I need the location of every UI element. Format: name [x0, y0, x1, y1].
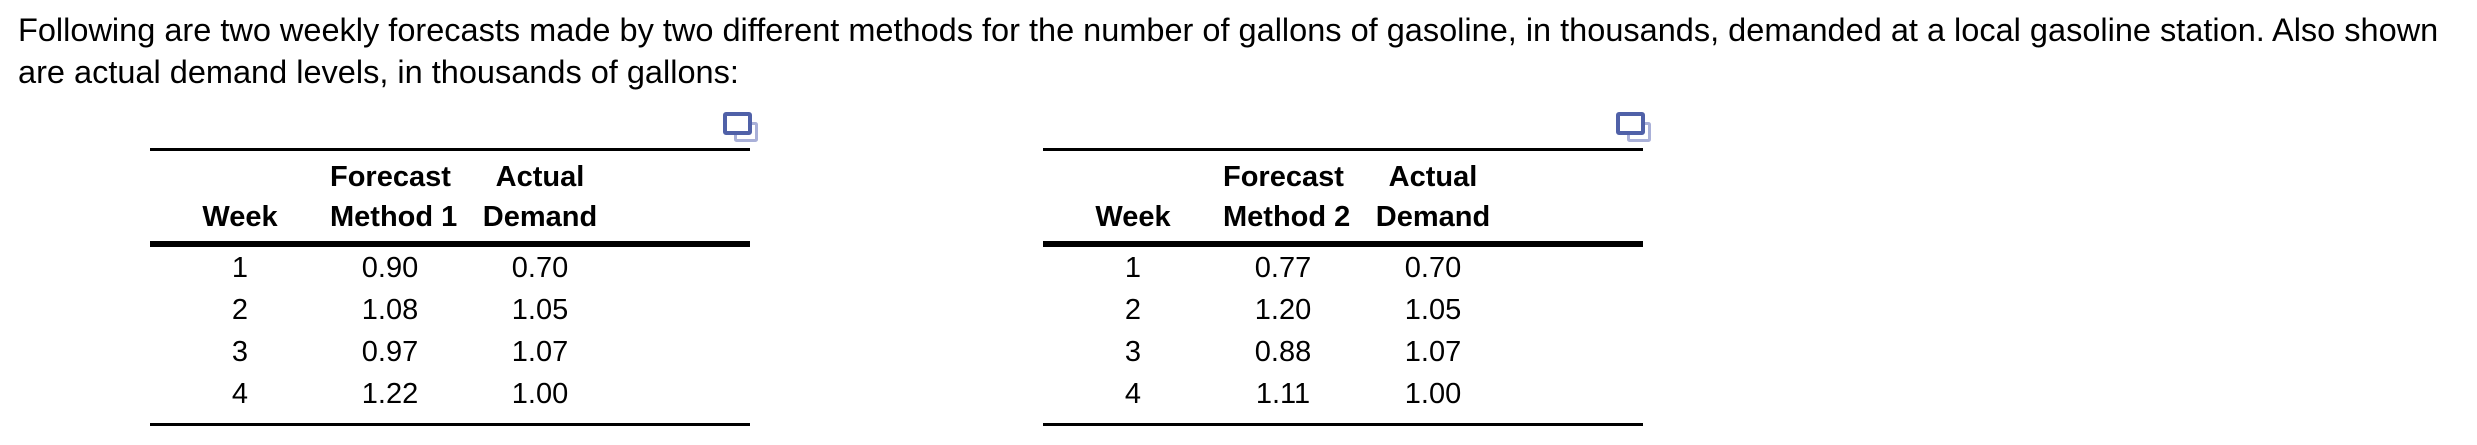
forecast-cell: 1.20: [1254, 294, 1312, 326]
table-row: 4 1.11 1.00: [1043, 373, 1643, 425]
actual-cell: 1.05: [511, 294, 569, 326]
forecast-method-1-block: Week Forecast Method 1 Actual Demand 1 0…: [150, 110, 758, 426]
spacer-cell: [630, 373, 750, 425]
week-cell: 2: [1124, 294, 1142, 326]
actual-cell: 0.70: [1404, 252, 1462, 284]
header-row: Week Forecast Method 2 Actual Demand: [1043, 149, 1643, 247]
forecast-cell: 0.97: [361, 336, 419, 368]
col-header-actual-demand: Actual Demand: [450, 149, 630, 247]
actual-cell: 1.07: [511, 336, 569, 368]
actual-cell: 1.00: [1404, 378, 1462, 410]
actual-cell: 1.00: [511, 378, 569, 410]
spacer-cell: [630, 149, 750, 247]
week-cell: 4: [231, 378, 249, 410]
week-cell: 3: [1124, 336, 1142, 368]
spacer-cell: [1523, 373, 1643, 425]
forecast-cell: 1.22: [361, 378, 419, 410]
col-header-actual-demand: Actual Demand: [1343, 149, 1523, 247]
spacer-cell: [1523, 244, 1643, 289]
spacer-cell: [630, 289, 750, 331]
table-row: 3 0.88 1.07: [1043, 331, 1643, 373]
forecast-cell: 1.08: [361, 294, 419, 326]
week-cell: 1: [1124, 252, 1142, 284]
week-cell: 2: [231, 294, 249, 326]
week-cell: 4: [1124, 378, 1142, 410]
spacer-cell: [630, 244, 750, 289]
forecast-cell: 0.77: [1254, 252, 1312, 284]
forecast-table-method-1: Week Forecast Method 1 Actual Demand 1 0…: [150, 148, 750, 426]
forecast-cell: 1.11: [1255, 378, 1311, 410]
week-cell: 1: [231, 252, 249, 284]
actual-cell: 0.70: [511, 252, 569, 284]
copy-icon[interactable]: [1616, 112, 1652, 143]
table-row: 2 1.20 1.05: [1043, 289, 1643, 331]
table-row: 1 0.77 0.70: [1043, 244, 1643, 289]
col-header-forecast-method-2: Forecast Method 2: [1223, 149, 1350, 247]
actual-cell: 1.07: [1404, 336, 1462, 368]
actual-cell: 1.05: [1404, 294, 1462, 326]
spacer-cell: [1523, 289, 1643, 331]
header-row: Week Forecast Method 1 Actual Demand: [150, 149, 750, 247]
week-cell: 3: [231, 336, 249, 368]
forecast-method-2-block: Week Forecast Method 2 Actual Demand 1 0…: [1043, 110, 1651, 426]
spacer-cell: [1523, 149, 1643, 247]
col-header-week: Week: [150, 149, 330, 247]
problem-statement: Following are two weekly forecasts made …: [18, 9, 2438, 93]
col-header-forecast-method-1: Forecast Method 1: [330, 149, 457, 247]
problem-statement-line-1: Following are two weekly forecasts made …: [18, 12, 2439, 48]
table-row: 4 1.22 1.00: [150, 373, 750, 425]
forecast-table-method-2: Week Forecast Method 2 Actual Demand 1 0…: [1043, 148, 1643, 426]
spacer-cell: [1523, 331, 1643, 373]
forecast-cell: 0.88: [1254, 336, 1312, 368]
spacer-cell: [630, 331, 750, 373]
copy-icon[interactable]: [723, 112, 759, 143]
table-row: 3 0.97 1.07: [150, 331, 750, 373]
col-header-week: Week: [1043, 149, 1223, 247]
table-row: 1 0.90 0.70: [150, 244, 750, 289]
table-row: 2 1.08 1.05: [150, 289, 750, 331]
forecast-cell: 0.90: [361, 252, 419, 284]
problem-statement-line-2: are actual demand levels, in thousands o…: [18, 54, 739, 90]
